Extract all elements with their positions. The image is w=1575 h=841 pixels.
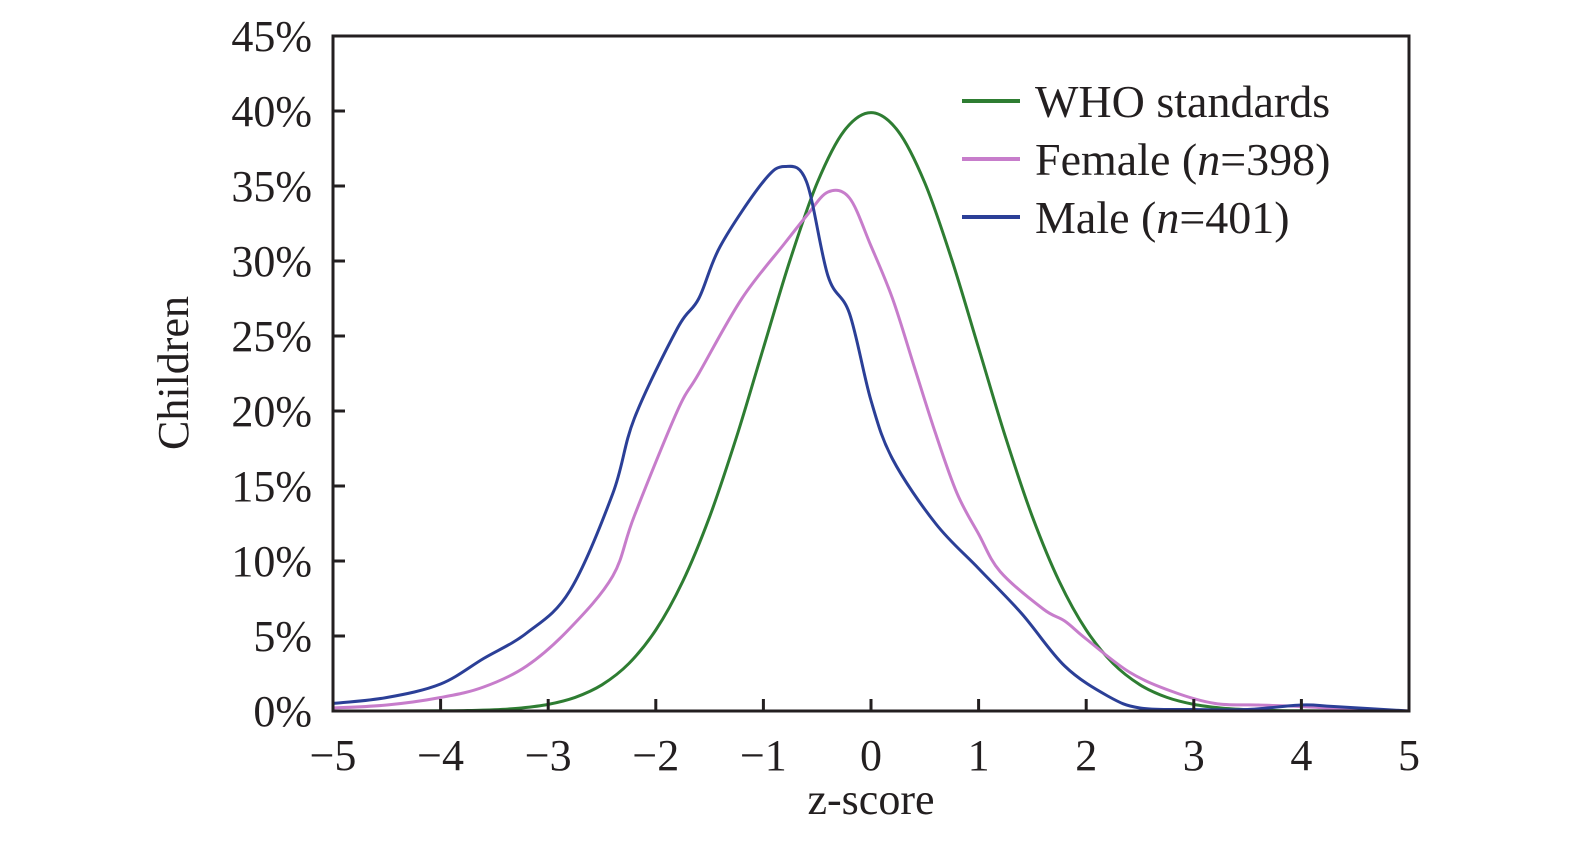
y-tick-label: 15% (231, 462, 312, 511)
legend-item: Male (n=401) (962, 192, 1290, 243)
x-tick-label: −3 (525, 731, 572, 780)
y-tick-labels: 0% 5% 10% 15% 20% 25% 30% 35% 40% 45% (231, 12, 312, 736)
legend-label: WHO standards (1035, 76, 1330, 127)
x-tick-label: 1 (968, 731, 990, 780)
y-tick-label: 40% (231, 87, 312, 136)
axis-ticks (331, 34, 1411, 713)
x-tick-label: 3 (1183, 731, 1205, 780)
x-tick-label: 4 (1290, 731, 1312, 780)
x-axis-label: z-score (807, 775, 934, 824)
series-line-who-standards (333, 111, 1409, 713)
x-tick-label: −4 (417, 731, 464, 780)
x-tick-label: −5 (310, 731, 357, 780)
y-axis-label: Children (149, 296, 198, 450)
x-tick-label: 5 (1398, 731, 1420, 780)
x-tick-label: −2 (632, 731, 679, 780)
x-tick-label: −1 (740, 731, 787, 780)
x-tick-label: 2 (1075, 731, 1097, 780)
legend: WHO standards Female (n=398) Male (n=401) (962, 76, 1330, 243)
x-tick-label: 0 (860, 731, 882, 780)
legend-label: Male (n=401) (1035, 192, 1290, 243)
y-tick-label: 45% (231, 12, 312, 61)
series-line-male (332, 164, 1410, 713)
y-tick-label: 0% (253, 687, 312, 736)
series-line-female (332, 188, 1410, 713)
legend-label: Female (n=398) (1035, 134, 1330, 185)
y-tick-label: 30% (231, 237, 312, 286)
legend-item: Female (n=398) (962, 134, 1330, 185)
y-tick-label: 5% (253, 612, 312, 661)
y-tick-label: 25% (231, 312, 312, 361)
x-tick-labels: −5 −4 −3 −2 −1 0 1 2 3 4 5 (310, 731, 1420, 780)
legend-item: WHO standards (962, 76, 1330, 127)
y-tick-label: 20% (231, 387, 312, 436)
y-tick-label: 10% (231, 537, 312, 586)
y-tick-label: 35% (231, 162, 312, 211)
series-lines (332, 111, 1410, 713)
